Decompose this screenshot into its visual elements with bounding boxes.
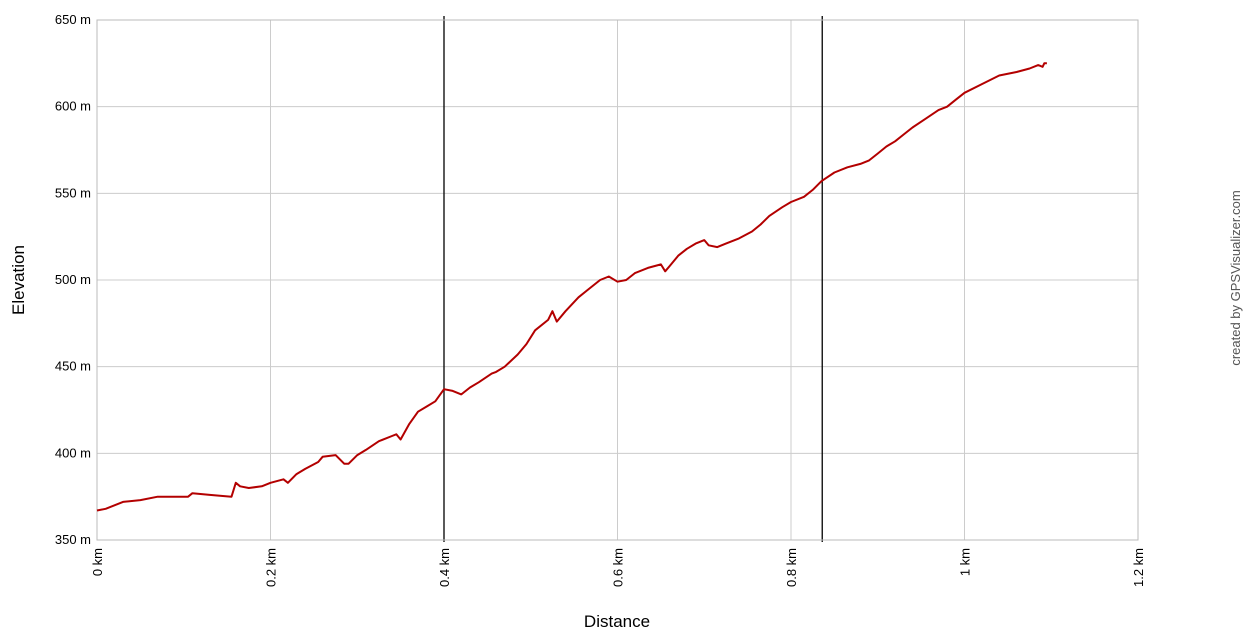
marker-lines (443, 16, 823, 542)
y-tick-labels: 350 m 400 m 450 m 500 m 550 m 600 m 650 m (55, 12, 91, 547)
x-tick-label-2: 0.4 km (437, 548, 452, 587)
y-tick-label-0: 350 m (55, 532, 91, 547)
x-tick-label-1: 0.2 km (264, 548, 279, 587)
y-tick-label-3: 500 m (55, 272, 91, 287)
y-tick-label-5: 600 m (55, 99, 91, 114)
y-tick-label-6: 650 m (55, 12, 91, 27)
x-tick-label-3: 0.6 km (611, 548, 626, 587)
x-axis-title: Distance (584, 612, 650, 631)
x-tick-label-6: 1.2 km (1131, 548, 1146, 587)
y-axis-title: Elevation (9, 245, 28, 315)
x-tick-label-5: 1 km (958, 548, 973, 576)
x-tick-label-4: 0.8 km (784, 548, 799, 587)
grid-lines (96, 19, 1139, 541)
y-tick-label-2: 450 m (55, 359, 91, 374)
x-tick-label-0: 0 km (90, 548, 105, 576)
y-tick-label-1: 400 m (55, 445, 91, 460)
elevation-profile-line (96, 62, 1047, 512)
x-tick-labels: 0 km 0.2 km 0.4 km 0.6 km 0.8 km 1 km 1.2 km (90, 548, 1146, 587)
y-tick-label-4: 550 m (55, 185, 91, 200)
plot-area-frame (96, 19, 1139, 541)
credit-text: created by GPSVisualizer.com (1228, 190, 1243, 365)
